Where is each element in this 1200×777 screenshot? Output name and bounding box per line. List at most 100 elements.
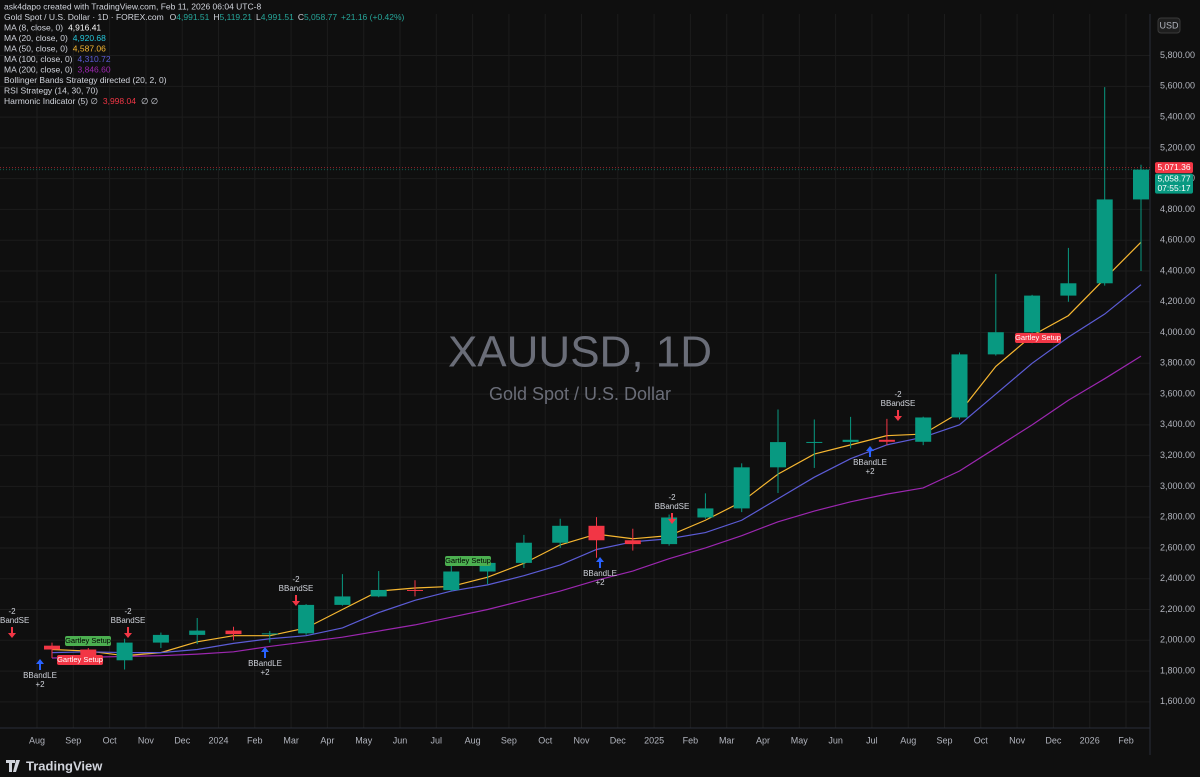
x-tick-label: Dec <box>1045 735 1062 745</box>
y-tick-label: 2,200.00 <box>1160 604 1195 614</box>
price-tag-label: 5,071.36 <box>1157 162 1190 172</box>
x-tick-label: May <box>355 735 373 745</box>
y-tick-label: 3,600.00 <box>1160 388 1195 398</box>
signal-note: -2 <box>8 607 16 616</box>
x-tick-label: Mar <box>719 735 735 745</box>
x-tick-label: Jun <box>828 735 843 745</box>
candle-body <box>733 467 750 509</box>
candle-body <box>1024 295 1041 333</box>
indicator-value: 3,998.04 <box>103 96 136 106</box>
x-tick-label: Jun <box>393 735 408 745</box>
watermark-title: XAUUSD, 1D <box>448 328 712 377</box>
sell-arrow <box>894 410 902 421</box>
candle-body <box>588 525 605 541</box>
x-tick-label: Aug <box>465 735 481 745</box>
y-tick-label: 4,400.00 <box>1160 265 1195 275</box>
pattern-label: Gartley Setup <box>65 636 111 645</box>
change: +21.16 (+0.42%) <box>341 12 404 22</box>
x-tick-label: Oct <box>538 735 553 745</box>
x-tick-label: 2024 <box>208 735 228 745</box>
candle-body <box>298 604 315 634</box>
y-tick-label: 4,800.00 <box>1160 204 1195 214</box>
y-tick-label: 1,600.00 <box>1160 696 1195 706</box>
y-tick-label: 5,600.00 <box>1160 81 1195 91</box>
candle-body <box>515 542 532 563</box>
ohlc-key: L <box>256 12 261 22</box>
candle-body <box>443 571 460 591</box>
candle-body <box>370 589 387 597</box>
indicator-value: 4,587.06 <box>73 44 106 54</box>
y-tick-label: 2,600.00 <box>1160 542 1195 552</box>
x-tick-label: Sep <box>936 735 952 745</box>
x-tick-label: Feb <box>683 735 699 745</box>
candle-body <box>479 562 496 572</box>
pattern-badge <box>57 655 103 665</box>
indicator-name: MA (100, close, 0) <box>4 54 73 64</box>
header: ask4dapo created with TradingView.com, F… <box>4 1 261 11</box>
symbol-name: Gold Spot / U.S. Dollar · 1D · FOREX.com <box>4 12 164 22</box>
candle-body <box>842 439 859 442</box>
indicator: MA (20, close, 0) 4,920.68 <box>4 33 106 43</box>
countdown: 07:55:17 <box>1157 183 1190 193</box>
signal-label: BBandLE <box>248 659 282 668</box>
x-tick-label: Jul <box>431 735 443 745</box>
sell-arrow <box>8 627 16 638</box>
y-tick-label: 3,800.00 <box>1160 358 1195 368</box>
pattern-badge <box>65 636 111 646</box>
sell-arrow <box>292 595 300 606</box>
signal-label: BBandSE <box>0 616 29 625</box>
x-tick-label: Nov <box>1009 735 1026 745</box>
signal-label: BBandLE <box>23 671 57 680</box>
logo <box>6 760 20 772</box>
candle-body <box>116 642 133 661</box>
indicator-value: 3,846.60 <box>78 65 111 75</box>
candle-body <box>44 645 60 650</box>
x-tick-label: Aug <box>900 735 916 745</box>
x-tick-label: Aug <box>29 735 45 745</box>
x-tick-label: 2025 <box>644 735 664 745</box>
signal-label: BBandLE <box>583 569 617 578</box>
candle-body <box>407 589 423 591</box>
signal-label: BBandSE <box>655 502 690 511</box>
indicator-name: MA (50, close, 0) <box>4 44 68 54</box>
price-tag-label: 5,058.77 <box>1157 173 1190 183</box>
signal-note: +2 <box>35 680 45 689</box>
candle-body <box>189 630 206 635</box>
candle-body <box>661 517 678 545</box>
indicator-value: 4,920.68 <box>73 33 106 43</box>
indicator: MA (100, close, 0) 4,310.72 <box>4 54 111 64</box>
y-tick-label: 4,200.00 <box>1160 296 1195 306</box>
candle-body <box>770 442 786 468</box>
currency-button[interactable] <box>1157 17 1181 34</box>
signal-note: -2 <box>292 575 300 584</box>
ohlc-key: C <box>298 12 304 22</box>
indicator: MA (200, close, 0) 3,846.60 <box>4 65 111 75</box>
candle-body <box>261 633 278 635</box>
watermark-subtitle: Gold Spot / U.S. Dollar <box>489 384 671 404</box>
ohlc-value: 4,991.51 <box>261 12 294 22</box>
ohlc-value: 5,058.77 <box>304 12 337 22</box>
y-tick-label: 3,400.00 <box>1160 419 1195 429</box>
ohlc-value: 4,991.51 <box>176 12 209 22</box>
currency[interactable]: USD <box>1159 20 1179 30</box>
indicator: MA (50, close, 0) 4,587.06 <box>4 44 106 54</box>
candle-body <box>878 439 895 442</box>
indicator-tail: ∅ ∅ <box>141 96 159 106</box>
y-tick-label: 4,600.00 <box>1160 235 1195 245</box>
grid: 1,600.00 1,800.00 2,000.00 2,200.00 2,400.00… <box>0 14 1195 745</box>
ohlc-value: 5,119.21 <box>220 12 253 22</box>
indicator-value: 4,310.72 <box>78 54 111 64</box>
indicator: RSI Strategy (14, 30, 70) <box>4 86 98 96</box>
legend: Gold Spot / U.S. Dollar · 1D · FOREX.com… <box>4 12 405 106</box>
candle-body <box>806 441 823 443</box>
candle-body <box>1060 283 1077 296</box>
plot <box>44 87 1149 670</box>
x-tick-label: Sep <box>65 735 81 745</box>
y-tick-label: 4,000.00 <box>1160 327 1195 337</box>
x-tick-label: Dec <box>174 735 191 745</box>
brand: TradingView <box>26 758 103 773</box>
candle-body <box>951 354 968 418</box>
overlay: 5,071.365,058.7707:55:17-2BBandSEBBandLE… <box>0 162 1193 689</box>
symbol-line: Gold Spot / U.S. Dollar · 1D · FOREX.com… <box>4 12 405 22</box>
